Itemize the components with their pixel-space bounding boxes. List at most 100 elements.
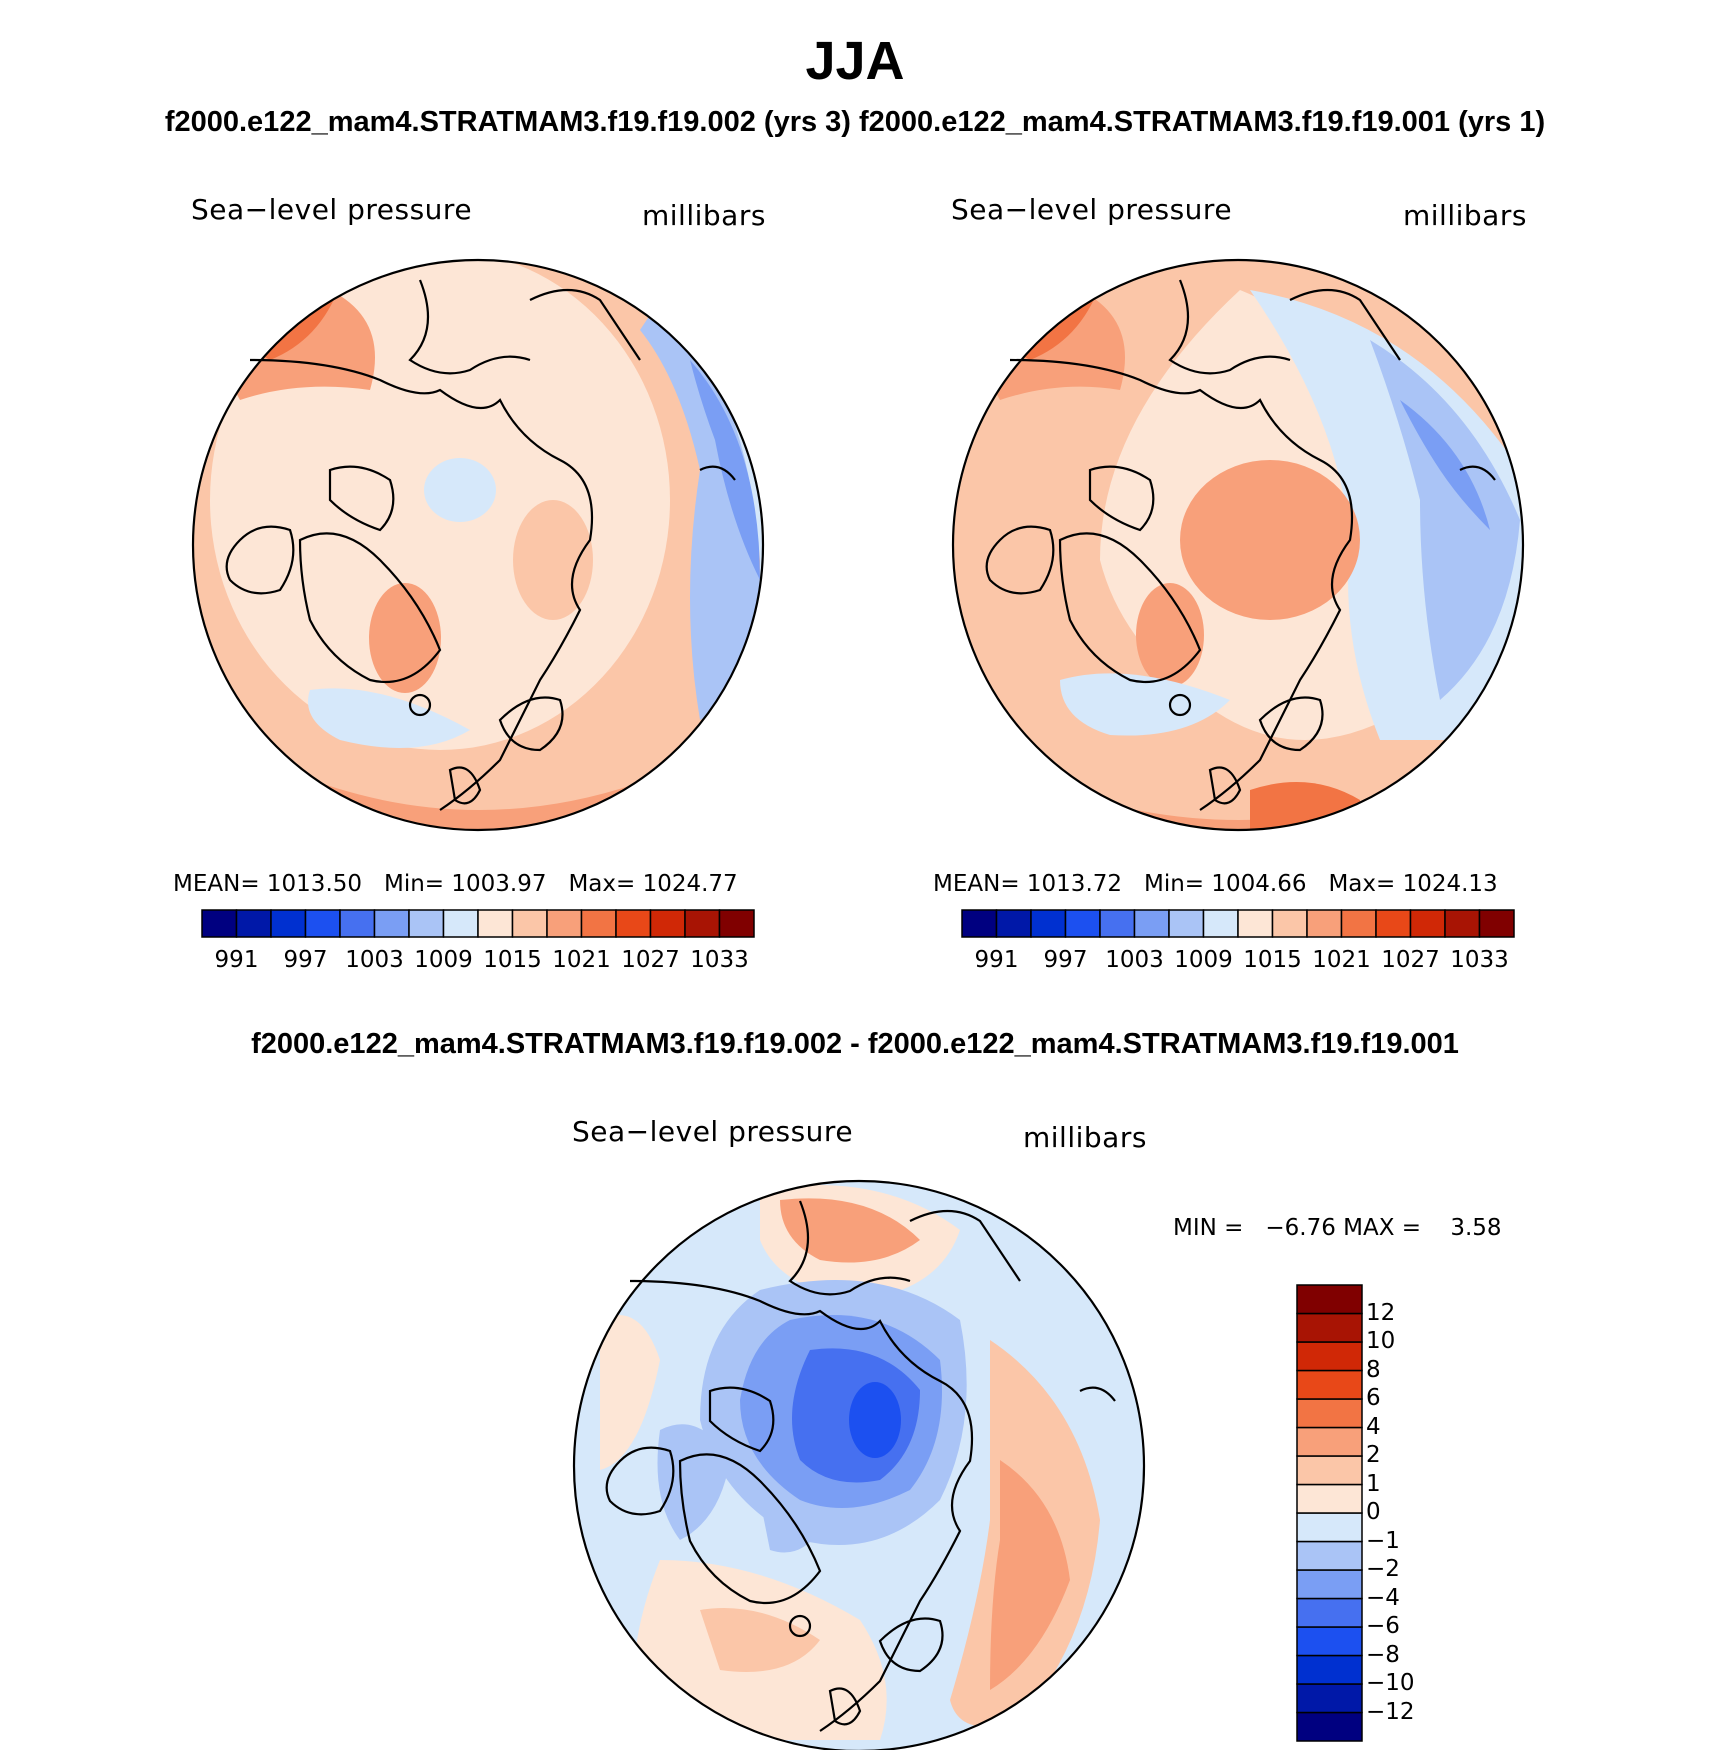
panel1-colorbar [201, 909, 755, 938]
panel2-min-label: Min= [1143, 871, 1205, 897]
panel2-colorbar-box [961, 909, 998, 938]
map3-contours [574, 1181, 1144, 1750]
panel1-colorbar-box [684, 909, 721, 938]
panel1-colorbar-box [235, 909, 272, 938]
panel2-colorbar-tick-label: 1033 [1450, 947, 1509, 973]
panel2-min-value: 1004.66 [1211, 871, 1307, 897]
panel3-colorbar-box [1296, 1654, 1363, 1685]
panel3-colorbar-tick-label: −8 [1366, 1641, 1400, 1668]
panel2-colorbar-tick-label: 1027 [1381, 947, 1440, 973]
panel3-colorbar-tick-label: 1 [1366, 1470, 1381, 1497]
panel2-mean-label: MEAN= [933, 871, 1020, 897]
panel3-colorbar-tick-label: 10 [1366, 1328, 1396, 1354]
panel1-min-value: 1003.97 [451, 871, 547, 897]
map3-polar-projection [572, 1179, 1146, 1750]
panel3-colorbar-tick-label: 2 [1366, 1442, 1381, 1468]
panel2-units-label: millibars [1403, 199, 1527, 232]
panel2-colorbar-tick-label: 1015 [1243, 947, 1302, 973]
header-case-names: f2000.e122_mam4.STRATMAM3.f19.f19.002 (y… [164, 106, 1546, 138]
panel3-colorbar-box [1296, 1284, 1363, 1315]
panel2-colorbar-tick-label: 1021 [1312, 947, 1371, 973]
panel3-variable-label: Sea−level pressure [572, 1115, 854, 1148]
panel1-colorbar-box [408, 909, 445, 938]
map2-polar-projection [951, 258, 1525, 832]
panel1-mean-label: MEAN= [173, 871, 260, 897]
panel3-colorbar-tick-label: −2 [1366, 1556, 1400, 1582]
panel3-colorbar-tick-label: −1 [1366, 1527, 1400, 1554]
panel1-colorbar-tick-label: 1033 [690, 947, 749, 973]
panel2-mean-value: 1013.72 [1026, 871, 1123, 897]
panel1-min-label: Min= [383, 871, 445, 897]
panel2-variable-label: Sea−level pressure [951, 193, 1233, 226]
panel3-colorbar-tick-label: −4 [1366, 1584, 1400, 1611]
map2-contours [953, 260, 1523, 830]
panel3-colorbar-tick-label: 0 [1366, 1499, 1381, 1525]
panel2-colorbar-box [1444, 909, 1481, 938]
map2-boundary [951, 258, 1525, 832]
panel2-colorbar-tick-label: 1003 [1105, 947, 1164, 973]
panel2-colorbar-tick-label: 1009 [1174, 947, 1233, 973]
panel3-colorbar-box [1296, 1683, 1363, 1714]
panel1-colorbar-tick-label: 997 [283, 947, 328, 973]
panel1-colorbar-box [373, 909, 410, 938]
panel3-stats: MIN = −6.76 MAX = 3.58 [1173, 1215, 1502, 1241]
panel2-colorbar-box [1202, 909, 1239, 938]
panel3-colorbar-box [1296, 1369, 1363, 1400]
panel2-colorbar-box [1478, 909, 1515, 938]
map3-coastlines [605, 1200, 1116, 1732]
panel3-colorbar-box [1296, 1426, 1363, 1457]
panel2-colorbar-box [1271, 909, 1308, 938]
panel3-colorbar-box [1296, 1569, 1363, 1600]
panel3-colorbar-tick-label: 8 [1366, 1356, 1381, 1383]
panel3-max-label: MAX = [1343, 1215, 1422, 1241]
panel1-max-value: 1024.77 [642, 871, 738, 897]
map3-boundary [572, 1179, 1146, 1750]
panel1-colorbar-box [339, 909, 376, 938]
panel1-colorbar-box [304, 909, 341, 938]
panel2-colorbar-box [1409, 909, 1446, 938]
panel3-max-value: 3.58 [1450, 1215, 1502, 1241]
map1-boundary [191, 258, 765, 832]
panel3-min-value: −6.76 [1265, 1215, 1336, 1241]
panel2-colorbar-tick-label: 991 [974, 947, 1019, 973]
map1-polar-projection [191, 258, 765, 832]
panel2-max-value: 1024.13 [1402, 871, 1498, 897]
panel3-colorbar [1296, 1284, 1363, 1742]
panel1-variable-label: Sea−level pressure [191, 193, 473, 226]
panel1-mean-value: 1013.50 [266, 871, 363, 897]
panel3-colorbar-tick-label: 4 [1366, 1413, 1381, 1440]
difference-title: f2000.e122_mam4.STRATMAM3.f19.f19.002 - … [251, 1028, 1459, 1060]
panel2-colorbar-box [995, 909, 1032, 938]
panel1-colorbar-box [649, 909, 686, 938]
panel2-colorbar-box [1030, 909, 1067, 938]
panel3-colorbar-tick-label: −6 [1366, 1613, 1400, 1639]
panel3-colorbar-box [1296, 1597, 1363, 1628]
panel1-colorbar-box [718, 909, 755, 938]
panel2-stats: MEAN= 1013.72 Min= 1004.66 Max= 1024.13 [933, 871, 1498, 897]
panel3-colorbar-tick-label: 12 [1366, 1299, 1396, 1326]
panel3-min-label: MIN = [1173, 1215, 1244, 1241]
map2-coastlines [985, 279, 1496, 811]
panel3-colorbar-box [1296, 1711, 1363, 1742]
panel2-colorbar-box [1375, 909, 1412, 938]
panel1-colorbar-box [201, 909, 238, 938]
panel1-colorbar-box [442, 909, 479, 938]
panel3-colorbar-tick-label: −12 [1366, 1698, 1415, 1725]
panel3-colorbar-box [1296, 1341, 1363, 1372]
panel1-colorbar-box [477, 909, 514, 938]
panel1-colorbar-tick-label: 1003 [345, 947, 404, 973]
panel2-colorbar-box [1133, 909, 1170, 938]
panel2-colorbar-box [1099, 909, 1136, 938]
panel2-colorbar-box [1064, 909, 1101, 938]
panel3-colorbar-box [1296, 1512, 1363, 1543]
panel1-colorbar-box [580, 909, 617, 938]
panel1-colorbar-box [546, 909, 583, 938]
panel1-colorbar-tick-label: 1009 [414, 947, 473, 973]
panel3-colorbar-box [1296, 1398, 1363, 1429]
panel2-colorbar [961, 909, 1515, 938]
panel3-colorbar-box [1296, 1626, 1363, 1657]
panel1-stats: MEAN= 1013.50 Min= 1003.97 Max= 1024.77 [173, 871, 738, 897]
panel3-units-label: millibars [1023, 1121, 1147, 1154]
panel1-colorbar-box [270, 909, 307, 938]
panel1-colorbar-tick-label: 991 [214, 947, 259, 973]
